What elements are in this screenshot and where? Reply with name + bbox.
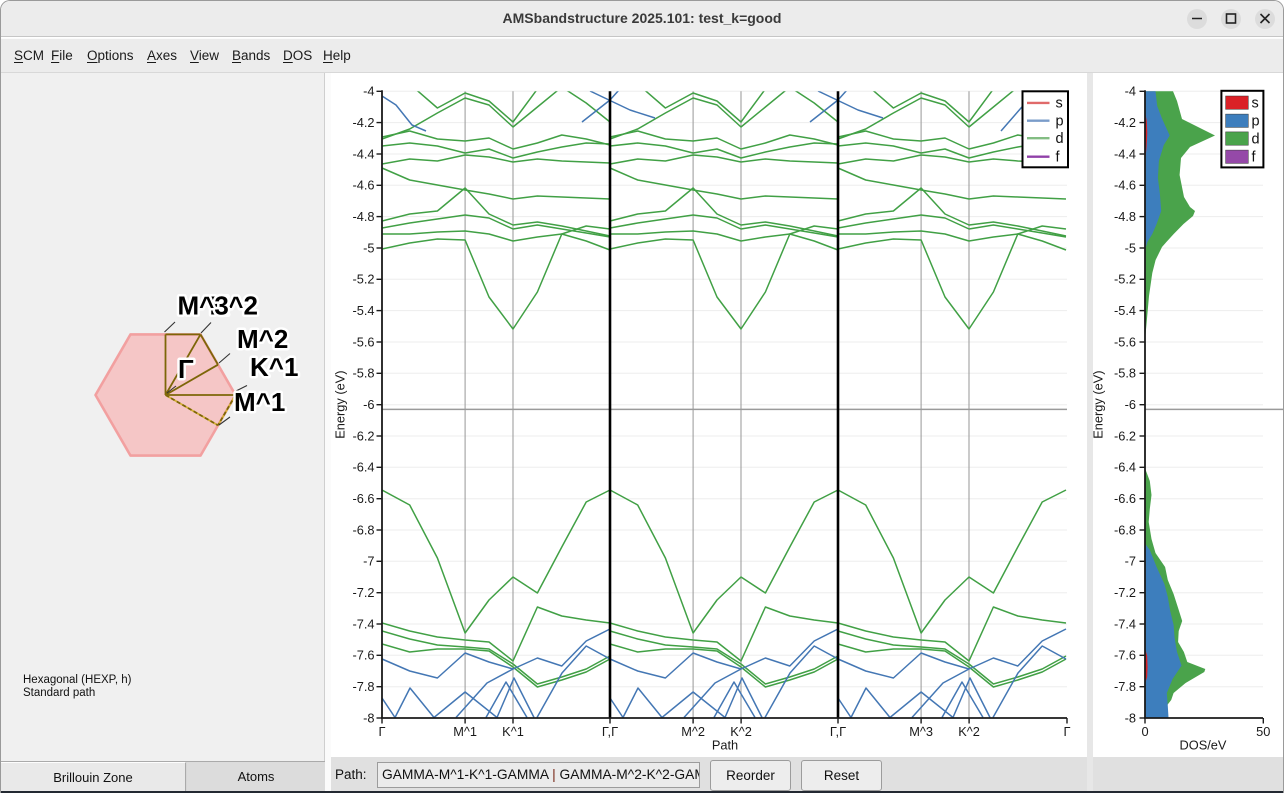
svg-text:-7.6: -7.6 [1114,648,1136,663]
svg-text:-7.4: -7.4 [1114,616,1136,631]
svg-text:p: p [1252,114,1260,130]
svg-text:-8: -8 [1125,710,1136,725]
svg-text:-7: -7 [363,554,374,569]
svg-text:Γ,Γ: Γ,Γ [602,724,618,739]
svg-text:p: p [1056,114,1064,130]
svg-text:-6: -6 [363,397,374,412]
svg-text:-4.8: -4.8 [352,209,374,224]
svg-text:-4.2: -4.2 [1114,115,1136,130]
svg-text:d: d [1056,131,1064,147]
svg-text:-7.8: -7.8 [1114,679,1136,694]
svg-text:M^3: M^3 [909,724,933,739]
svg-text:Γ: Γ [1063,724,1070,739]
svg-text:-6.2: -6.2 [1114,428,1136,443]
svg-text:Γ,Γ: Γ,Γ [830,724,846,739]
svg-text:f: f [1252,150,1257,166]
svg-text:M^2: M^2 [237,324,288,354]
svg-text:Energy (eV): Energy (eV) [333,370,348,438]
svg-text:-6.6: -6.6 [352,491,374,506]
svg-text:-4.6: -4.6 [352,178,374,193]
svg-text:-4: -4 [363,84,374,99]
svg-text:Γ: Γ [178,354,194,384]
svg-text:Path: Path [712,738,738,753]
svg-text:Γ: Γ [378,724,385,739]
svg-text:K^1: K^1 [250,352,298,382]
svg-text:-7.8: -7.8 [352,679,374,694]
svg-text:-7.2: -7.2 [1114,585,1136,600]
svg-text:-6.2: -6.2 [352,428,374,443]
svg-text:f: f [1056,150,1061,166]
svg-text:-7.6: -7.6 [352,648,374,663]
svg-text:s: s [1252,96,1259,112]
svg-text:M^1: M^1 [453,724,477,739]
svg-text:K^2: K^2 [958,724,980,739]
svg-text:DOS/eV: DOS/eV [1180,738,1227,753]
svg-text:-7.4: -7.4 [352,616,374,631]
svg-text:-7.2: -7.2 [352,585,374,600]
svg-text:-6.4: -6.4 [352,460,374,475]
svg-text:-5: -5 [363,240,374,255]
svg-text:-5.6: -5.6 [1114,334,1136,349]
svg-text:-5.8: -5.8 [1114,366,1136,381]
svg-text:K^1: K^1 [502,724,524,739]
svg-text:M^3: M^3 [178,291,229,321]
svg-text:-5.4: -5.4 [352,303,374,318]
svg-text:-6.8: -6.8 [352,522,374,537]
svg-text:-6.4: -6.4 [1114,460,1136,475]
svg-text:K^2: K^2 [730,724,752,739]
svg-text:Hexagonal (HEXP, h): Hexagonal (HEXP, h) [23,674,132,686]
svg-text:-4.8: -4.8 [1114,209,1136,224]
svg-text:-4.4: -4.4 [352,146,374,161]
svg-text:-8: -8 [363,710,374,725]
svg-text:-5.8: -5.8 [352,366,374,381]
svg-text:-4.6: -4.6 [1114,178,1136,193]
svg-text:-5.4: -5.4 [1114,303,1136,318]
svg-text:-5.2: -5.2 [352,272,374,287]
svg-text:-6: -6 [1125,397,1136,412]
svg-text:50: 50 [1256,724,1270,739]
svg-text:-5.2: -5.2 [1114,272,1136,287]
svg-text:-4: -4 [1125,84,1136,99]
svg-text:Energy (eV): Energy (eV) [1091,370,1106,438]
svg-text:M^1: M^1 [234,387,285,417]
svg-text:-6.8: -6.8 [1114,522,1136,537]
svg-text:-5: -5 [1125,240,1136,255]
svg-text:Standard path: Standard path [23,687,95,699]
svg-text:-4.2: -4.2 [352,115,374,130]
svg-text:-7: -7 [1125,554,1136,569]
svg-text:-5.6: -5.6 [352,334,374,349]
svg-text:K^2: K^2 [210,291,258,321]
svg-text:0: 0 [1141,724,1148,739]
svg-text:s: s [1056,96,1063,112]
svg-text:-4.4: -4.4 [1114,146,1136,161]
svg-text:-6.6: -6.6 [1114,491,1136,506]
svg-text:d: d [1252,131,1260,147]
svg-text:M^2: M^2 [681,724,705,739]
